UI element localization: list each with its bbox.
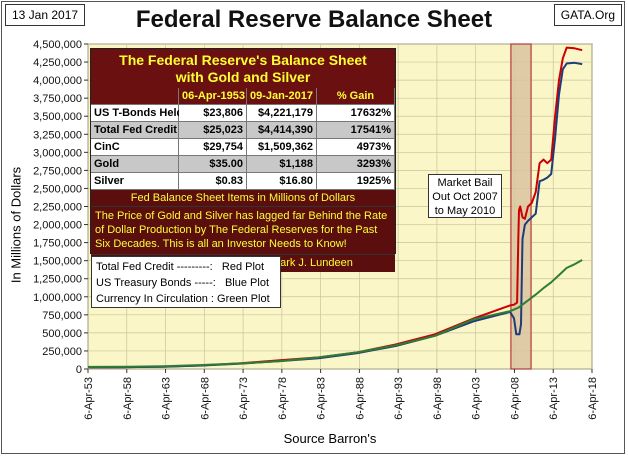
x-tick-label: 6-Apr-13	[548, 377, 560, 420]
y-tick-label: 1,500,000	[33, 256, 82, 268]
table-header-cell	[91, 88, 179, 105]
table-cell: $4,414,390	[247, 122, 317, 139]
y-tick-label: 1,750,000	[33, 238, 82, 250]
table-cell: $16.80	[247, 173, 317, 190]
y-tick-label: 3,750,000	[33, 93, 82, 105]
y-axis-label-wrap: In Millions of Dollars	[4, 120, 28, 330]
legend-item-red: Total Fed Credit ---------: Red Plot	[96, 259, 276, 275]
y-tick-label: 3,250,000	[33, 129, 82, 141]
annotation-line: Market Bail	[429, 176, 501, 190]
x-tick-label: 6-Apr-08	[509, 377, 521, 420]
y-tick-label: 500,000	[42, 328, 82, 340]
y-tick-label: 2,250,000	[33, 202, 82, 214]
table-cell: Silver	[91, 173, 179, 190]
table-cell: $1,509,362	[247, 139, 317, 156]
y-tick-label: 4,250,000	[33, 57, 82, 69]
x-tick-label: 6-Apr-98	[432, 377, 444, 420]
table-cell: $4,221,179	[247, 105, 317, 122]
table-cell: 3293%	[317, 156, 395, 173]
bailout-annotation: Market Bail Out Oct 2007 to May 2010	[428, 174, 502, 218]
x-tick-label: 6-Apr-83	[316, 377, 328, 420]
table-cell: $35.00	[179, 156, 247, 173]
x-tick-label: 6-Apr-73	[238, 377, 250, 420]
legend-item-green: Currency In Circulation : Green Plot	[96, 291, 276, 307]
table-cell: CinC	[91, 139, 179, 156]
legend: Total Fed Credit ---------: Red Plot US …	[91, 256, 281, 308]
table-cell: $25,023	[179, 122, 247, 139]
y-tick-label: 2,750,000	[33, 165, 82, 177]
table-cell: $29,754	[179, 139, 247, 156]
table-title-line1: The Federal Reserve's Balance Sheet	[91, 52, 395, 69]
y-tick-label: 1,000,000	[33, 292, 82, 304]
table-cell: Gold	[91, 156, 179, 173]
table-title: The Federal Reserve's Balance Sheet with…	[91, 49, 395, 88]
x-tick-label: 6-Apr-68	[199, 377, 211, 420]
x-tick-label: 6-Apr-58	[122, 377, 134, 420]
y-tick-label: 2,000,000	[33, 220, 82, 232]
y-tick-label: 3,000,000	[33, 147, 82, 159]
y-tick-label: 2,500,000	[33, 183, 82, 195]
table-cell: $0.83	[179, 173, 247, 190]
table-cell: $23,806	[179, 105, 247, 122]
x-tick-label: 6-Apr-18	[587, 377, 599, 420]
table-subtitle: Fed Balance Sheet Items in Millions of D…	[91, 190, 395, 206]
y-tick-label: 4,000,000	[33, 75, 82, 87]
table-note: The Price of Gold and Silver has lagged …	[91, 206, 395, 254]
x-tick-label: 6-Apr-78	[277, 377, 289, 420]
annotation-line: Out Oct 2007	[429, 190, 501, 204]
annotation-line: to May 2010	[429, 204, 501, 218]
table-cell: 17632%	[317, 105, 395, 122]
table-cell: Total Fed Credit	[91, 122, 179, 139]
table-cell: 17541%	[317, 122, 395, 139]
table-cell: 1925%	[317, 173, 395, 190]
x-tick-label: 6-Apr-93	[393, 377, 405, 420]
y-tick-label: 250,000	[42, 346, 82, 358]
table-cell: $1,188	[247, 156, 317, 173]
table-header-cell: % Gain	[317, 88, 395, 105]
y-tick-label: 0	[76, 364, 82, 376]
table-header-cell: 06-Apr-1953	[179, 88, 247, 105]
x-tick-label: 6-Apr-03	[471, 377, 483, 420]
x-tick-label: 6-Apr-63	[161, 377, 173, 420]
y-tick-label: 3,500,000	[33, 111, 82, 123]
x-tick-label: 6-Apr-53	[83, 377, 95, 420]
table-header-cell: 09-Jan-2017	[247, 88, 317, 105]
y-tick-label: 4,500,000	[33, 39, 82, 51]
table-title-line2: with Gold and Silver	[91, 69, 395, 86]
table-cell: US T-Bonds Held	[91, 105, 179, 122]
table-grid: 06-Apr-1953 09-Jan-2017 % Gain US T-Bond…	[91, 88, 395, 190]
y-tick-label: 1,250,000	[33, 274, 82, 286]
y-axis-label: In Millions of Dollars	[9, 167, 24, 283]
x-axis-label: Source Barron's	[60, 431, 600, 446]
summary-table: The Federal Reserve's Balance Sheet with…	[90, 48, 396, 254]
x-tick-label: 6-Apr-88	[354, 377, 366, 420]
table-cell: 4973%	[317, 139, 395, 156]
y-tick-label: 750,000	[42, 310, 82, 322]
legend-item-blue: US Treasury Bonds -----: Blue Plot	[96, 275, 276, 291]
